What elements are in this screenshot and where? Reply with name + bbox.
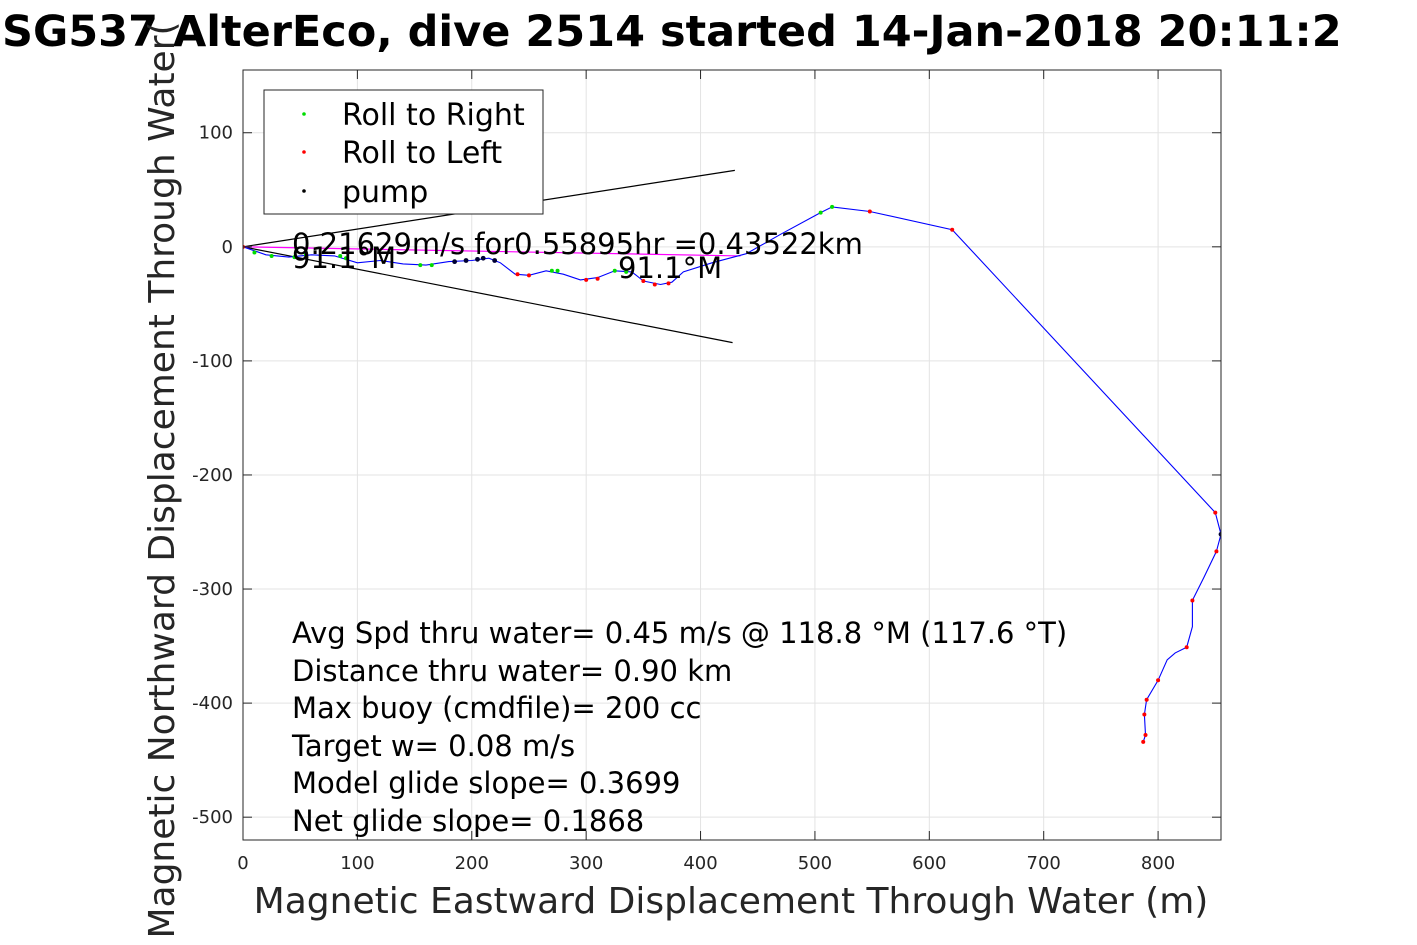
- heading-line: [243, 246, 733, 344]
- pump-point: [480, 255, 486, 261]
- roll-left-point: [1142, 712, 1147, 717]
- roll-left-point: [950, 227, 955, 232]
- roll-right-point: [549, 268, 554, 273]
- roll-right-point: [624, 269, 629, 274]
- y-tick-label: -500: [192, 807, 233, 828]
- stat-target-w: Target w= 0.08 m/s: [291, 729, 575, 763]
- x-tick-label: 600: [912, 853, 946, 874]
- roll-left-point: [584, 277, 589, 282]
- roll-right-point: [612, 268, 617, 273]
- current-annotation: 0.21629m/s for0.55895hr =0.43522km: [292, 227, 863, 261]
- roll-right-point: [292, 255, 297, 260]
- pump-point: [1218, 531, 1221, 537]
- roll-left-point: [1143, 733, 1148, 738]
- roll-right-point: [269, 253, 274, 258]
- roll-left-point: [867, 209, 872, 214]
- legend-marker-pump: [302, 189, 306, 193]
- roll-left-point: [1156, 678, 1161, 683]
- x-tick-label: 500: [798, 853, 832, 874]
- legend-box: [263, 89, 544, 215]
- stat-distance: Distance thru water= 0.90 km: [292, 654, 732, 688]
- axis-ticks: 0 100 200 300 400 500 600 700 800 100 0 -100 -200 -30…: [192, 70, 1221, 874]
- x-tick-label: 200: [455, 853, 489, 874]
- stat-model-glide-slope: Model glide slope= 0.3699: [292, 766, 680, 800]
- mean-current-line: [243, 246, 741, 257]
- heading-label-lower: 91.1°M: [618, 251, 722, 285]
- x-tick-label: 700: [1027, 853, 1061, 874]
- pump-point: [492, 258, 498, 263]
- roll-left-point: [515, 272, 520, 277]
- x-axis-label: Magnetic Eastward Displacement Through W…: [254, 881, 1209, 922]
- pump-point: [463, 258, 469, 263]
- x-tick-label: 300: [569, 853, 603, 874]
- roll-left-point: [595, 276, 600, 281]
- y-tick-label: -200: [192, 465, 233, 486]
- roll-left-point: [1184, 645, 1189, 650]
- roll-left-point: [641, 279, 646, 284]
- x-tick-label: 100: [340, 853, 374, 874]
- plot-area: 0 100 200 300 400 500 600 700 800 100 0 -100 -200 -30…: [192, 69, 1222, 874]
- y-tick-label: -400: [192, 693, 233, 714]
- roll-left-point: [1190, 598, 1195, 603]
- legend-marker-roll-left: [302, 150, 306, 154]
- roll-right-point: [418, 263, 423, 268]
- roll-right-point: [429, 263, 434, 268]
- stat-max-buoy: Max buoy (cmdfile)= 200 cc: [292, 691, 701, 725]
- y-axis-label: Magnetic Northward Displacement Through …: [142, 21, 183, 938]
- y-tick-label: -100: [192, 351, 233, 372]
- legend-label-roll-left: Roll to Left: [342, 136, 502, 171]
- chart-title: SG537 AlterEco, dive 2514 started 14-Jan…: [2, 7, 1342, 57]
- roll-left-point: [1144, 697, 1149, 702]
- series-layer: [243, 204, 1221, 744]
- roll-right-point: [338, 253, 343, 258]
- roll-left-point: [1214, 549, 1219, 554]
- legend-label-pump: pump: [342, 175, 428, 210]
- x-tick-label: 400: [683, 853, 717, 874]
- pump-point: [475, 256, 480, 262]
- plot-frame: [242, 69, 1222, 841]
- legend: Roll to Right Roll to Left pump: [263, 89, 544, 215]
- annotations: 0.21629m/s for0.55895hr =0.43522km91.1°M…: [292, 227, 863, 285]
- roll-left-point: [652, 282, 657, 287]
- y-tick-label: 0: [222, 237, 233, 258]
- x-tick-label: 0: [237, 853, 248, 874]
- legend-marker-roll-right: [302, 112, 306, 116]
- roll-right-point: [830, 204, 835, 209]
- roll-right-point: [303, 252, 308, 257]
- legend-label-roll-right: Roll to Right: [342, 98, 525, 133]
- roll-left-point: [1213, 510, 1218, 515]
- roll-right-point: [343, 256, 348, 261]
- roll-left-point: [526, 273, 531, 278]
- y-tick-label: -300: [192, 579, 233, 600]
- stat-avg-speed: Avg Spd thru water= 0.45 m/s @ 118.8 °M …: [292, 616, 1067, 650]
- y-tick-label: 100: [199, 123, 233, 144]
- heading-label-upper: 91.1°M: [292, 241, 396, 275]
- roll-right-point: [555, 268, 560, 273]
- pump-point: [452, 259, 458, 265]
- x-tick-label: 800: [1141, 853, 1175, 874]
- roll-left-point: [666, 281, 671, 286]
- stats-block: Avg Spd thru water= 0.45 m/s @ 118.8 °M …: [291, 616, 1067, 838]
- stat-net-glide-slope: Net glide slope= 0.1868: [292, 804, 644, 838]
- roll-left-point: [1141, 739, 1146, 744]
- roll-right-point: [252, 250, 257, 255]
- roll-right-point: [818, 210, 823, 215]
